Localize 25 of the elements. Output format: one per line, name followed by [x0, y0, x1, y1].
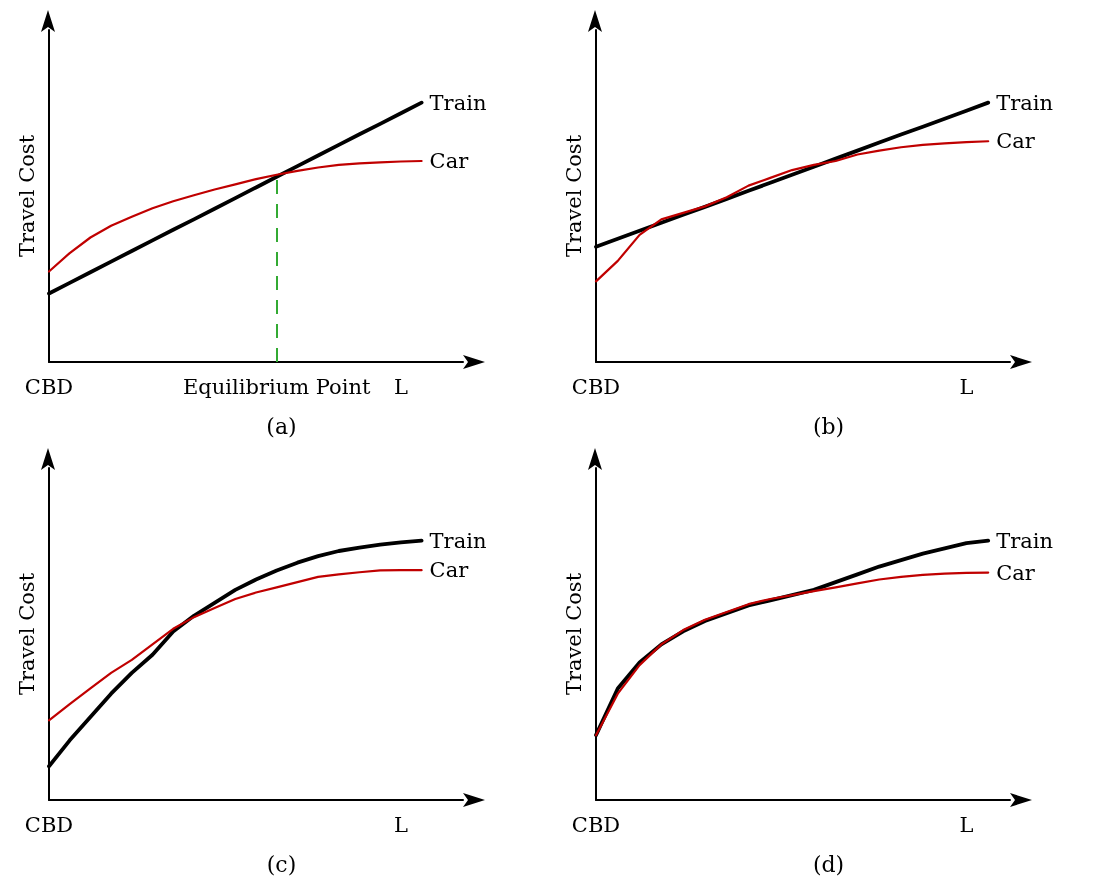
- series-label: Train: [429, 528, 487, 553]
- x-tick-label: CBD: [24, 812, 74, 837]
- y-axis-title: Travel Cost: [14, 134, 39, 258]
- x-tick-label: CBD: [571, 374, 621, 399]
- series-label: Train: [996, 528, 1054, 553]
- series-label: Car: [996, 129, 1036, 154]
- x-tick-label: CBD: [24, 374, 74, 399]
- text: (a): [266, 413, 297, 439]
- x-tick-label: CBD: [571, 812, 621, 837]
- x-tick-label: L: [393, 374, 408, 399]
- y-axis-title: Travel Cost: [561, 134, 586, 258]
- y-axis-title: Travel Cost: [14, 572, 39, 696]
- series-label: Car: [996, 560, 1036, 585]
- text: (b): [812, 413, 845, 439]
- x-tick-label: L: [393, 812, 408, 837]
- series-label: Car: [429, 148, 470, 173]
- x-tick-label: L: [959, 812, 974, 837]
- series-label: Train: [996, 90, 1054, 115]
- x-tick-label: L: [959, 374, 974, 399]
- text: (c): [266, 851, 297, 877]
- series-label: Train: [429, 90, 487, 115]
- x-tick-label: Equilibrium Point: [183, 374, 371, 399]
- text: (d): [812, 851, 845, 877]
- series-label: Car: [429, 558, 470, 583]
- y-axis-title: Travel Cost: [561, 572, 586, 696]
